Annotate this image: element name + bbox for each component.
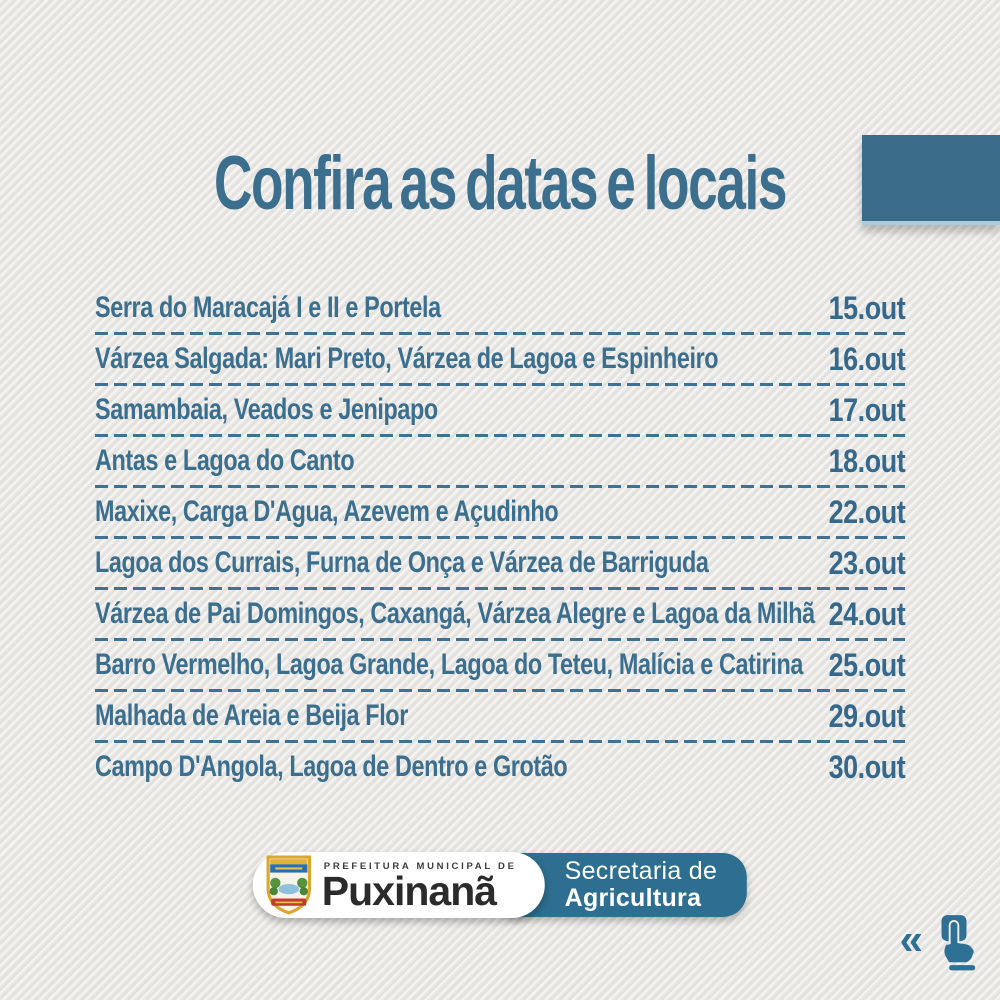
schedule-row: Lagoa dos Currais, Furna de Onça e Várze… bbox=[95, 539, 905, 587]
row-separator bbox=[95, 587, 905, 590]
date-label: 25.out bbox=[828, 647, 905, 683]
tap-hand-icon[interactable] bbox=[930, 914, 978, 972]
schedule-list: Serra do Maracajá I e II e Portela 15.ou… bbox=[95, 284, 905, 791]
date-label: 24.out bbox=[828, 596, 905, 632]
date-label: 22.out bbox=[828, 494, 905, 530]
date-label: 29.out bbox=[828, 698, 905, 734]
schedule-row: Malhada de Areia e Beija Flor 29.out bbox=[95, 692, 905, 740]
row-separator bbox=[95, 383, 905, 386]
schedule-row: Samambaia, Veados e Jenipapo 17.out bbox=[95, 386, 905, 434]
double-chevron-left-icon[interactable]: « bbox=[899, 915, 923, 964]
row-separator bbox=[95, 485, 905, 488]
date-label: 17.out bbox=[828, 392, 905, 428]
schedule-row: Várzea de Pai Domingos, Caxangá, Várzea … bbox=[95, 590, 905, 638]
schedule-row: Serra do Maracajá I e II e Portela 15.ou… bbox=[95, 284, 905, 332]
row-separator bbox=[95, 536, 905, 539]
location-label: Lagoa dos Currais, Furna de Onça e Várze… bbox=[95, 546, 709, 579]
date-label: 30.out bbox=[828, 749, 905, 785]
schedule-row: Antas e Lagoa do Canto 18.out bbox=[95, 437, 905, 485]
prefeitura-name: Puxinanã bbox=[321, 868, 497, 915]
row-separator bbox=[95, 332, 905, 335]
date-label: 16.out bbox=[828, 341, 905, 377]
row-separator bbox=[95, 689, 905, 692]
coat-of-arms-icon bbox=[266, 855, 312, 915]
page-title: Confira as datas e locais bbox=[213, 141, 787, 226]
schedule-row: Maxixe, Carga D'Agua, Azevem e Açudinho … bbox=[95, 488, 905, 536]
location-label: Maxixe, Carga D'Agua, Azevem e Açudinho bbox=[95, 495, 559, 528]
swipe-hint: « bbox=[899, 914, 978, 972]
location-label: Várzea Salgada: Mari Preto, Várzea de La… bbox=[95, 342, 719, 375]
footer-logos: PREFEITURA MUNICIPAL DE Puxinanã Secreta… bbox=[252, 852, 748, 918]
secretaria-badge: Secretaria de Agricultura bbox=[498, 853, 748, 917]
date-label: 23.out bbox=[828, 545, 905, 581]
row-separator bbox=[95, 434, 905, 437]
location-label: Samambaia, Veados e Jenipapo bbox=[95, 393, 438, 426]
location-label: Serra do Maracajá I e II e Portela bbox=[95, 291, 441, 324]
location-label: Várzea de Pai Domingos, Caxangá, Várzea … bbox=[95, 597, 815, 630]
top-right-accent-bar bbox=[862, 135, 1000, 225]
prefeitura-logo: PREFEITURA MUNICIPAL DE Puxinanã bbox=[252, 852, 545, 918]
schedule-row: Várzea Salgada: Mari Preto, Várzea de La… bbox=[95, 335, 905, 383]
secretaria-line2: Agricultura bbox=[564, 884, 702, 912]
date-label: 15.out bbox=[828, 290, 905, 326]
date-label: 18.out bbox=[828, 443, 905, 479]
schedule-row: Campo D'Angola, Lagoa de Dentro e Grotão… bbox=[95, 743, 905, 791]
location-label: Campo D'Angola, Lagoa de Dentro e Grotão bbox=[95, 750, 568, 783]
schedule-row: Barro Vermelho, Lagoa Grande, Lagoa do T… bbox=[95, 641, 905, 689]
location-label: Malhada de Areia e Beija Flor bbox=[95, 699, 408, 732]
row-separator bbox=[95, 638, 905, 641]
prefeitura-small-label: PREFEITURA MUNICIPAL DE bbox=[323, 861, 517, 873]
location-label: Barro Vermelho, Lagoa Grande, Lagoa do T… bbox=[95, 648, 803, 681]
location-label: Antas e Lagoa do Canto bbox=[95, 444, 355, 477]
row-separator bbox=[95, 740, 905, 743]
secretaria-line1: Secretaria de bbox=[564, 856, 718, 885]
prefeitura-logo-text: PREFEITURA MUNICIPAL DE Puxinanã bbox=[322, 859, 517, 911]
